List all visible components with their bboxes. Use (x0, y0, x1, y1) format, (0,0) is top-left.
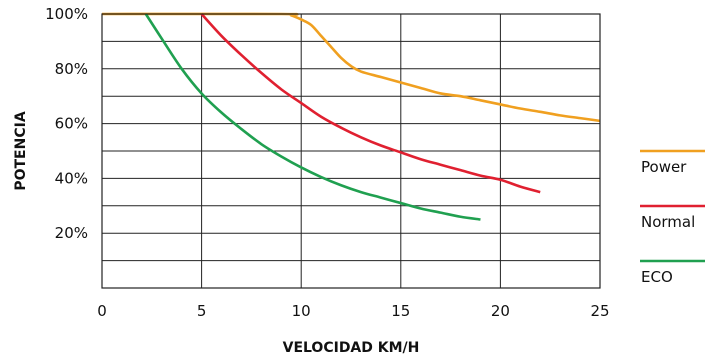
x-tick-label: 0 (97, 302, 107, 320)
x-tick-labels: 0 5 10 15 20 25 (97, 302, 609, 320)
legend: Power Normal ECO (640, 151, 705, 286)
legend-label-eco: ECO (641, 268, 673, 286)
y-axis-title: POTENCIA (13, 111, 29, 190)
legend-label-power: Power (641, 158, 687, 176)
x-tick-label: 20 (491, 302, 510, 320)
x-tick-label: 25 (590, 302, 609, 320)
y-tick-label: 20% (55, 224, 88, 242)
series-lines (102, 14, 600, 220)
x-tick-label: 15 (391, 302, 410, 320)
y-tick-labels: 20% 40% 60% 80% 100% (45, 5, 88, 242)
series-line-eco (146, 14, 481, 220)
legend-label-normal: Normal (641, 213, 695, 231)
y-tick-label: 40% (55, 169, 88, 187)
grid-lines (102, 14, 600, 288)
y-tick-label: 100% (45, 5, 88, 23)
x-tick-label: 10 (292, 302, 311, 320)
y-tick-label: 80% (55, 60, 88, 78)
x-tick-label: 5 (197, 302, 207, 320)
x-axis-title: VELOCIDAD KM/H (283, 340, 420, 356)
y-tick-label: 60% (55, 115, 88, 133)
series-line-power (102, 14, 600, 121)
